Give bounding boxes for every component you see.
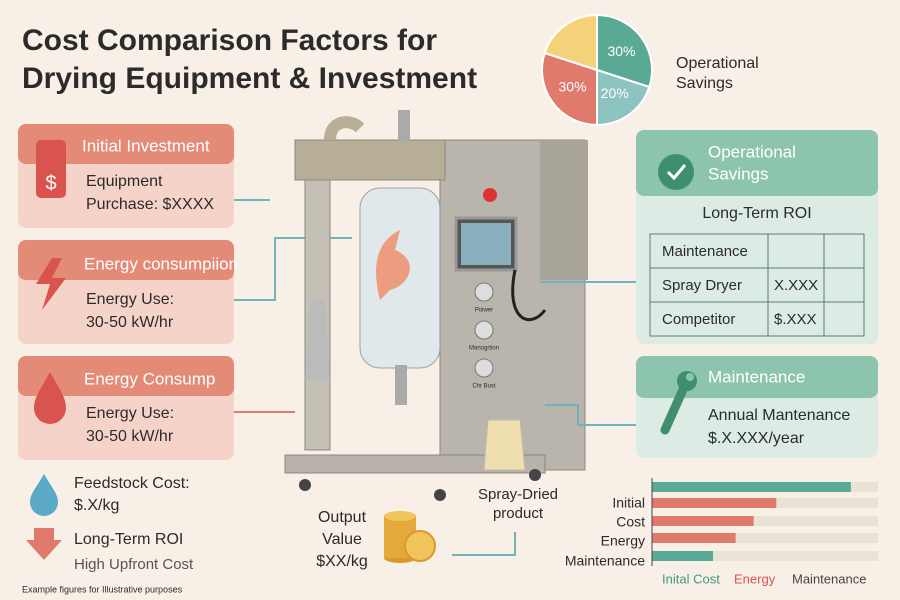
machine-label: Poiwer: [475, 308, 493, 314]
card-text: Energy Use:: [86, 291, 174, 308]
pie-slice: [543, 13, 598, 72]
card: Energy Consump Energy Use: 30-50 kW/hr: [18, 356, 234, 460]
connector: [545, 404, 636, 426]
drop-icon: [30, 474, 58, 516]
bar-track: [652, 551, 878, 561]
title: Drying Equipment & Investment: [22, 62, 477, 95]
card-text: Equipment: [86, 173, 163, 190]
pie-value-label: 30%: [559, 78, 587, 94]
bar-label: Initial: [612, 495, 645, 511]
feedstock-text: $.X/kg: [74, 497, 119, 514]
pie-slice: [596, 68, 651, 127]
card-title: Energy Consump: [84, 369, 215, 388]
table-cell: Maintenance: [662, 243, 748, 260]
pie-slice: [596, 13, 653, 89]
card-text: Annual Mantenance: [708, 407, 850, 424]
savings-panel: [636, 130, 878, 344]
card-title: Energy consumpiion: [84, 254, 238, 273]
card: Energy consumpiion Energy Use: 30-50 kW/…: [18, 240, 238, 344]
arrow-icon: [26, 528, 62, 560]
product-text: Spray-Dried: [478, 486, 558, 503]
bar: [652, 533, 736, 543]
panel-title: Savings: [708, 164, 768, 183]
pie-slice: [541, 51, 598, 127]
bar-track: [652, 516, 878, 526]
footnote: Example figures for Illustrative purpose…: [22, 584, 183, 594]
bar: [652, 498, 777, 508]
table-cell: Competitor: [662, 311, 735, 328]
bar-chart: Initial Cost Energy Maintenance Inital Cost E…: [565, 478, 878, 586]
table-cell: $.XXX: [774, 311, 817, 328]
card-text: Purchase: $XXXX: [86, 196, 214, 213]
card-title: Maintenance: [708, 367, 805, 386]
card: $ Initial Investment Equipment Purchase:…: [18, 124, 234, 228]
pie-label: Savings: [676, 75, 733, 92]
panel-title: Operational: [708, 142, 796, 161]
card-text: $.X.XXX/year: [708, 430, 805, 447]
output-text: Output: [318, 509, 367, 526]
legend-entry: Maintenance: [792, 571, 866, 586]
pie-value-label: 30%: [607, 43, 635, 59]
bar-label: Energy: [601, 533, 645, 549]
feedstock-title: Feedstock Cost:: [74, 475, 190, 492]
svg-text:$: $: [45, 172, 56, 194]
pie-label: Operational: [676, 55, 759, 72]
roi-text: High Upfront Cost: [74, 556, 194, 573]
table-cell: X.XXX: [774, 277, 818, 294]
panel-subtitle: Long-Term ROI: [702, 205, 811, 222]
output-text: $XX/kg: [316, 553, 368, 570]
table-cell: Spray Dryer: [662, 277, 742, 294]
coins: [384, 511, 436, 563]
card-text: 30-50 kW/hr: [86, 428, 174, 445]
bar: [652, 516, 754, 526]
bar: [652, 551, 714, 561]
legend-entry: Inital Cost: [662, 571, 720, 586]
card-text: 30-50 kW/hr: [86, 314, 174, 331]
bar-label: Cost: [616, 514, 645, 530]
machine: Poiwer Manogrtion Chr Bust: [284, 110, 588, 501]
pie-value-label: 20%: [601, 85, 629, 101]
card-text: Energy Use:: [86, 405, 174, 422]
pie: 30% 20% 30%: [541, 13, 653, 127]
card-title: Initial Investment: [82, 136, 210, 155]
roi-title: Long-Term ROI: [74, 531, 183, 548]
connector: [452, 532, 516, 556]
maintenance-card: [636, 356, 878, 458]
bar: [652, 482, 851, 492]
machine-label: Manogrtion: [469, 346, 499, 352]
bar-label: Maintenance: [565, 553, 645, 569]
legend-entry: Energy: [734, 571, 776, 586]
bar-track: [652, 533, 878, 543]
title: Cost Comparison Factors for: [22, 24, 437, 57]
output-text: Value: [322, 531, 362, 548]
product-text: product: [493, 505, 544, 522]
machine-label: Chr Bust: [472, 384, 496, 390]
